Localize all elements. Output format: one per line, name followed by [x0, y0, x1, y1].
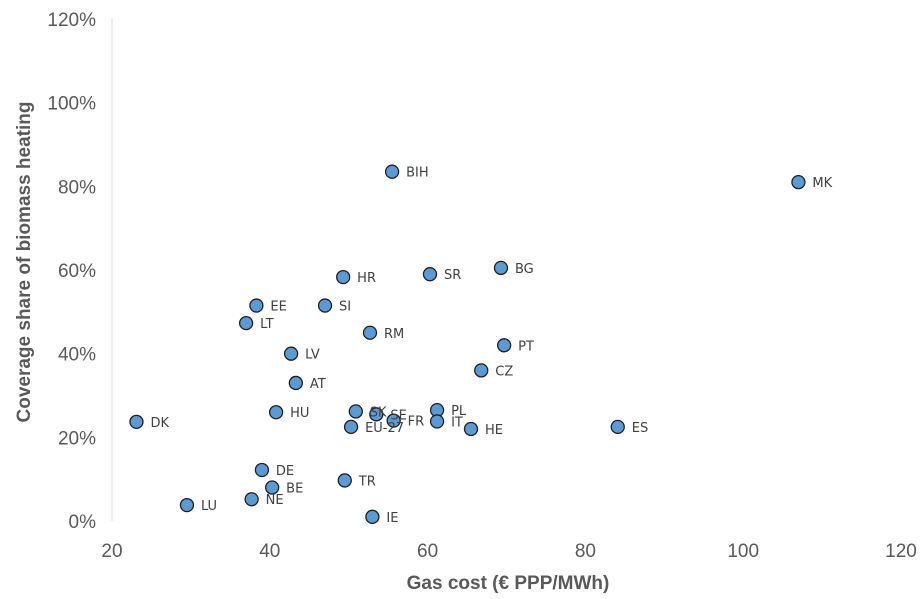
data-point — [343, 419, 359, 435]
data-label: NE — [266, 493, 284, 508]
data-point — [254, 462, 270, 478]
y-tick-label: 80% — [58, 177, 96, 198]
data-point — [384, 164, 400, 179]
y-tick-label: 40% — [58, 345, 96, 366]
data-point — [474, 363, 489, 378]
data-label: DE — [276, 464, 294, 479]
data-point — [283, 346, 299, 361]
x-tick-label: 120 — [885, 541, 917, 562]
data-point — [496, 338, 512, 353]
data-point — [365, 509, 380, 524]
y-tick-labels: 0% 20% 40% 60% 80% 100% 120% — [47, 10, 96, 533]
data-point — [288, 375, 303, 391]
data-label: SE — [390, 408, 406, 423]
data-label: LT — [260, 317, 273, 332]
data-label: FR — [408, 415, 425, 430]
y-tick-label: 60% — [58, 261, 96, 282]
data-label: LU — [201, 499, 217, 514]
y-tick-label: 100% — [47, 94, 96, 115]
x-axis-title: Gas cost (€ PPP/MWh) — [407, 573, 610, 594]
data-point — [422, 267, 438, 282]
data-point — [348, 404, 363, 419]
data-label: SI — [339, 300, 351, 315]
data-label: EE — [270, 300, 286, 315]
data-point — [336, 269, 351, 285]
data-point — [268, 405, 284, 420]
data-label: EU-27 — [365, 421, 404, 436]
data-point — [244, 492, 259, 507]
data-label: DK — [150, 416, 169, 431]
data-point — [493, 260, 509, 276]
data-point — [265, 480, 280, 495]
data-point — [791, 174, 806, 190]
data-label: HE — [485, 423, 503, 438]
data-label: BIH — [406, 166, 429, 181]
data-points — [129, 164, 806, 524]
data-point — [463, 421, 479, 437]
y-tick-label: 20% — [58, 428, 96, 449]
data-label: RM — [384, 327, 404, 342]
data-label: LV — [305, 348, 320, 363]
data-point — [386, 413, 401, 428]
data-label: ES — [632, 421, 648, 436]
data-label: MK — [812, 176, 832, 191]
data-label: IT — [451, 415, 463, 430]
x-tick-label: 80 — [575, 541, 596, 562]
y-tick-label: 120% — [47, 10, 96, 31]
data-point — [249, 298, 264, 313]
data-label: SR — [444, 268, 461, 283]
data-point — [129, 414, 144, 430]
data-point — [362, 325, 378, 340]
data-label: PL — [451, 404, 467, 419]
x-tick-label: 100 — [727, 541, 759, 562]
data-point — [179, 497, 195, 513]
data-label: AT — [310, 377, 326, 392]
data-label: HR — [357, 271, 376, 286]
data-label: CZ — [495, 364, 513, 379]
x-tick-label: 40 — [259, 541, 280, 562]
data-point — [429, 414, 445, 429]
data-label: SK — [370, 405, 387, 420]
data-point — [610, 419, 625, 435]
data-point — [369, 407, 384, 422]
data-label: HU — [290, 406, 309, 421]
data-point — [317, 298, 333, 313]
data-label: BE — [286, 482, 303, 497]
x-tick-labels: 20 40 60 80 100 120 — [101, 541, 916, 562]
data-label: PT — [518, 339, 534, 354]
x-tick-label: 20 — [101, 541, 122, 562]
data-label: TR — [358, 474, 376, 489]
y-axis-title: Coverage share of biomass heating — [14, 102, 35, 423]
data-point — [337, 473, 352, 488]
data-point — [238, 315, 254, 331]
y-tick-label: 0% — [69, 512, 97, 533]
data-label: BG — [515, 262, 534, 277]
data-label: IE — [386, 511, 398, 526]
x-tick-label: 60 — [417, 541, 438, 562]
